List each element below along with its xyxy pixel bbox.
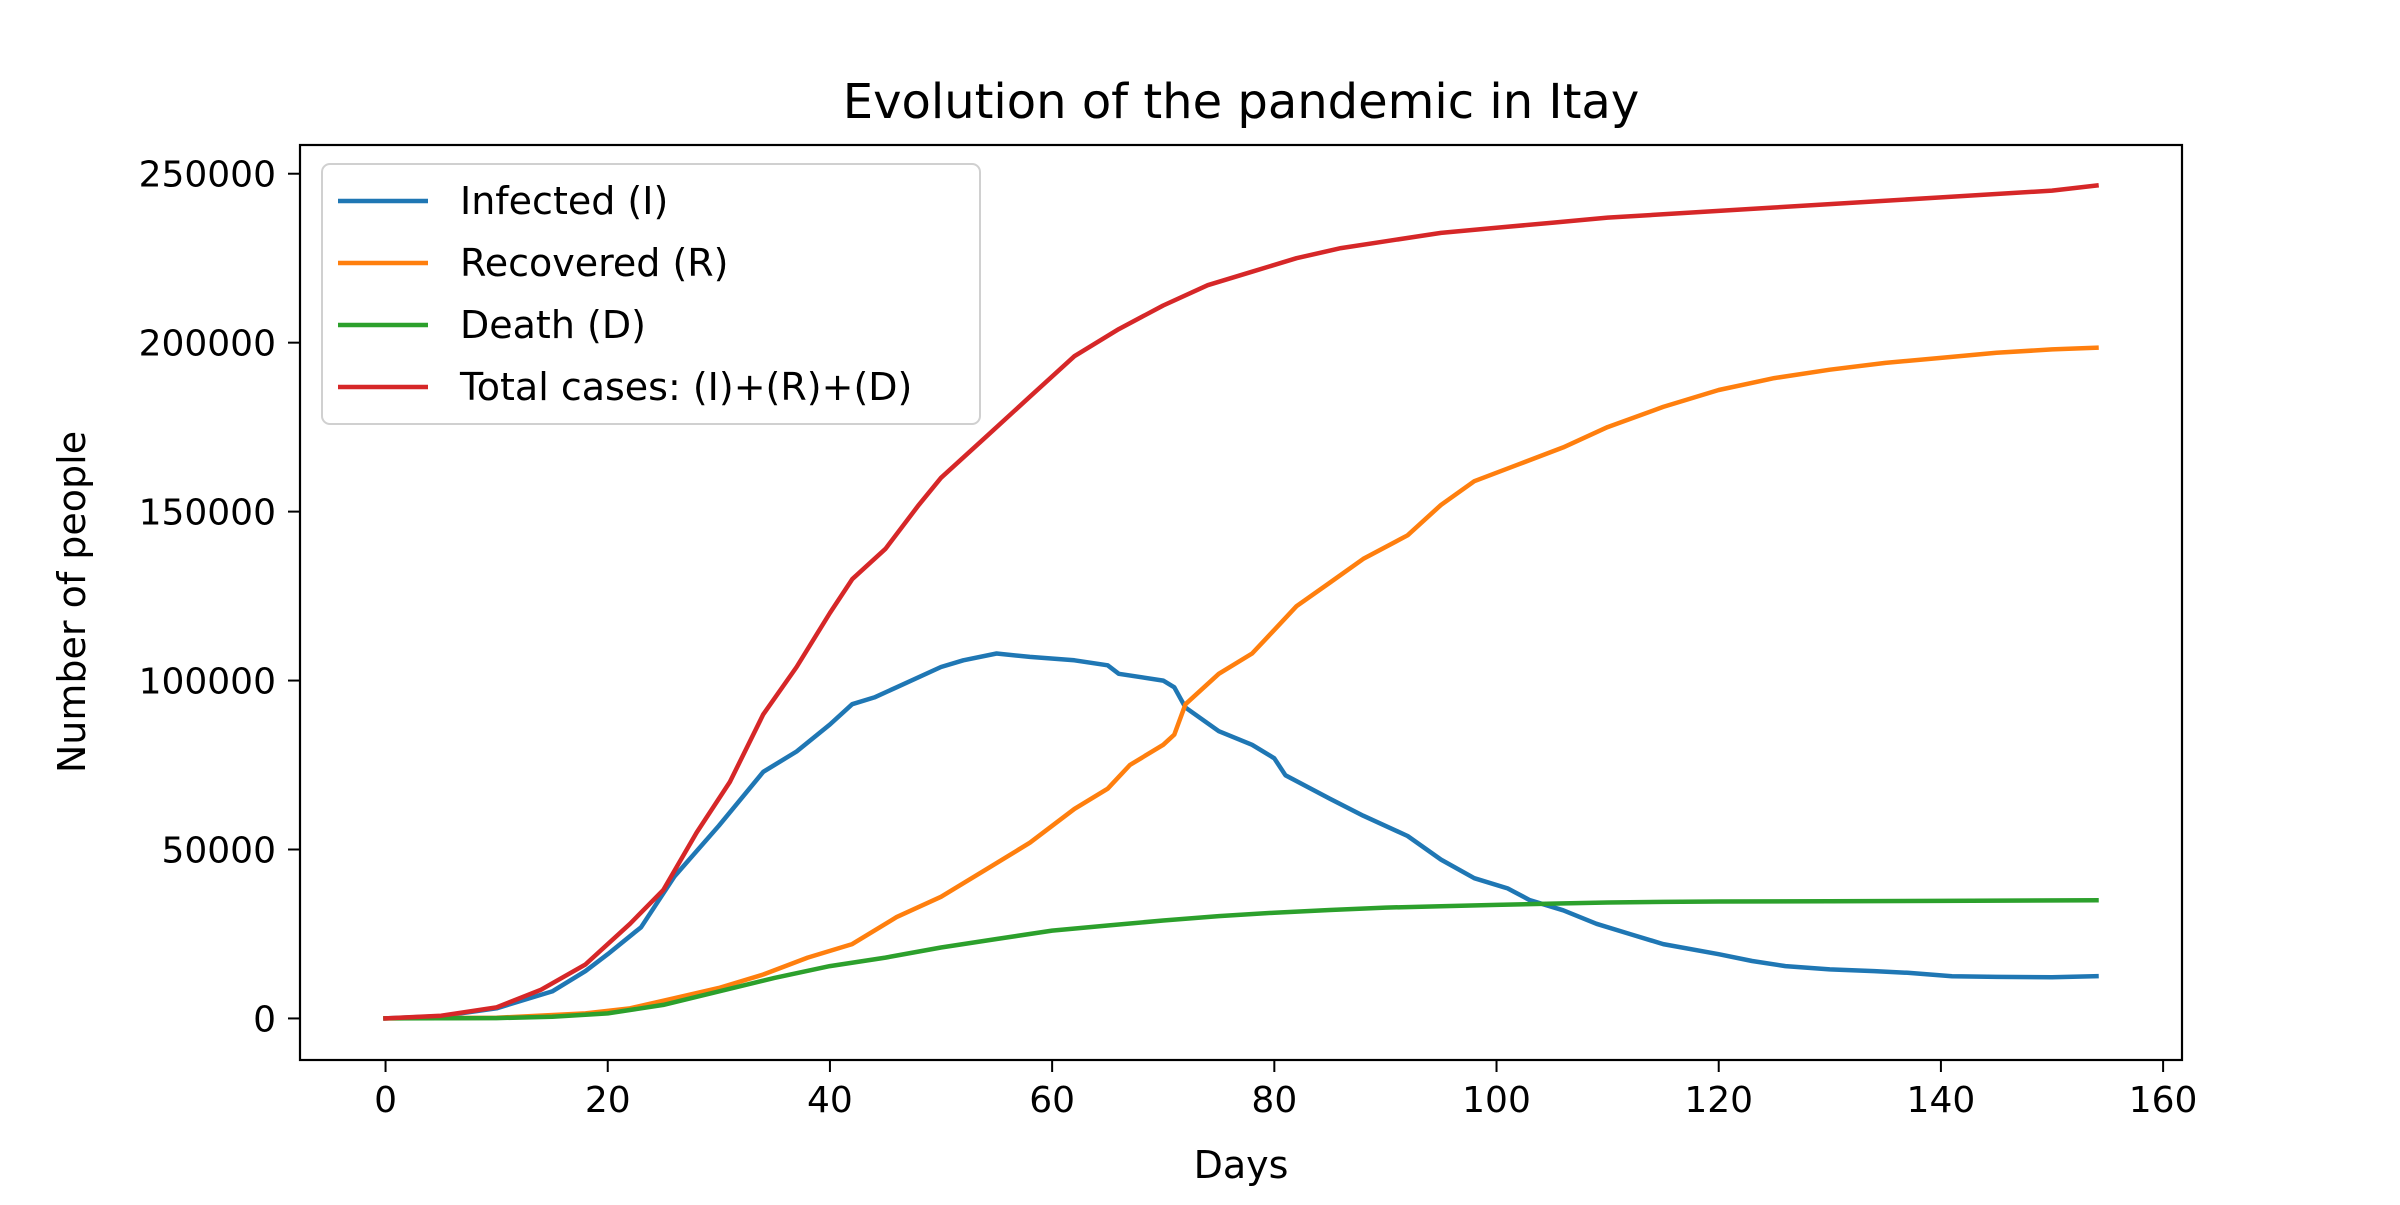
legend-entry-label: Total cases: (I)+(R)+(D) <box>459 365 912 409</box>
x-tick-label: 160 <box>2129 1080 2198 1121</box>
y-axis-label: Number of people <box>50 431 94 773</box>
legend: Infected (I) Recovered (R) Death (D) Total … <box>321 163 981 425</box>
legend-entry-label: Recovered (R) <box>460 241 729 285</box>
y-tick-label: 100000 <box>139 662 276 703</box>
x-axis: 0 20 40 60 80 100 120 140 160 <box>374 1060 2197 1121</box>
x-tick-label: 60 <box>1029 1080 1075 1121</box>
series-layer <box>383 183 2099 1021</box>
legend-items: Infected (I) Recovered (R) Death (D) Total … <box>338 179 912 409</box>
y-tick-label: 150000 <box>139 493 276 534</box>
series-line-total-cases-i-r-d <box>383 183 2099 1021</box>
x-axis-label: Days <box>1194 1143 1289 1187</box>
series-line-recovered-r <box>383 345 2099 1021</box>
x-tick-label: 100 <box>1462 1080 1531 1121</box>
plot-frame <box>298 143 2184 1062</box>
x-tick-label: 120 <box>1684 1080 1753 1121</box>
y-tick-label: 200000 <box>139 324 276 365</box>
series-line-infected-i <box>383 651 2099 1021</box>
legend-entry-label: Death (D) <box>460 303 646 347</box>
x-tick-label: 20 <box>585 1080 631 1121</box>
legend-entry-label: Infected (I) <box>460 179 668 223</box>
y-tick-label: 250000 <box>139 155 276 196</box>
y-tick-label: 0 <box>253 999 276 1040</box>
legend-frame <box>321 163 981 425</box>
y-axis: 0 50000 100000 150000 200000 250000 <box>139 155 300 1040</box>
series-line-death-d <box>383 897 2099 1021</box>
x-tick-label: 140 <box>1907 1080 1976 1121</box>
y-tick-label: 50000 <box>161 830 276 871</box>
x-tick-label: 80 <box>1251 1080 1297 1121</box>
x-tick-label: 40 <box>807 1080 853 1121</box>
x-tick-label: 0 <box>374 1080 397 1121</box>
chart-title: Evolution of the pandemic in Itay <box>843 74 1639 130</box>
